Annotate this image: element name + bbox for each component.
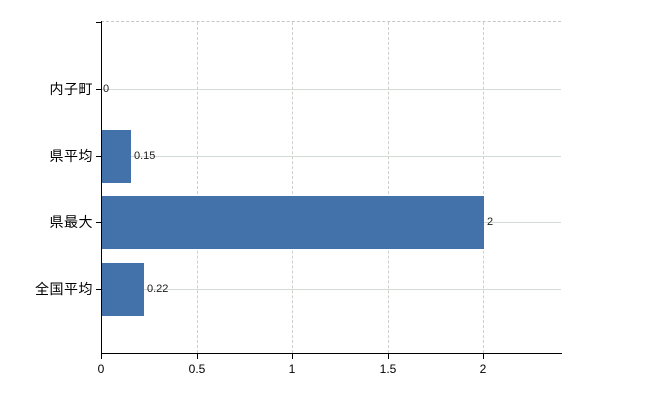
- x-tick-label: 2: [479, 362, 487, 376]
- y-axis-line: [101, 21, 102, 354]
- value-label: 2: [487, 216, 494, 228]
- bar[interactable]: [102, 263, 144, 316]
- category-label: 県最大: [49, 214, 93, 230]
- value-label: 0.22: [147, 283, 169, 295]
- x-tick-label: 0: [97, 362, 105, 376]
- x-axis-tick: [292, 354, 293, 359]
- x-axis-tick: [483, 354, 484, 359]
- horizontal-gridline: [102, 156, 561, 157]
- horizontal-gridline: [102, 289, 561, 290]
- y-axis-tick: [96, 22, 101, 23]
- x-tick-label: 1.5: [379, 362, 397, 376]
- y-axis-tick: [96, 89, 101, 90]
- plot-top-border: [101, 21, 561, 22]
- y-axis-tick: [96, 289, 101, 290]
- bar[interactable]: [102, 130, 131, 183]
- x-axis-line: [101, 353, 562, 354]
- value-label: 0: [103, 83, 110, 95]
- vertical-gridline: [292, 22, 293, 353]
- category-label: 全国平均: [35, 281, 93, 297]
- x-tick-label: 1: [288, 362, 296, 376]
- category-label: 県平均: [49, 148, 93, 164]
- category-label: 内子町: [49, 81, 93, 97]
- y-axis-tick: [96, 222, 101, 223]
- y-axis-tick: [96, 156, 101, 157]
- x-axis-tick: [388, 354, 389, 359]
- vertical-gridline: [483, 22, 484, 353]
- bar[interactable]: [102, 196, 484, 249]
- vertical-gridline: [197, 22, 198, 353]
- vertical-gridline: [388, 22, 389, 353]
- x-axis-tick: [197, 354, 198, 359]
- horizontal-gridline: [102, 89, 561, 90]
- x-tick-label: 0.5: [188, 362, 206, 376]
- value-label: 0.15: [134, 150, 156, 162]
- x-axis-tick: [101, 354, 102, 359]
